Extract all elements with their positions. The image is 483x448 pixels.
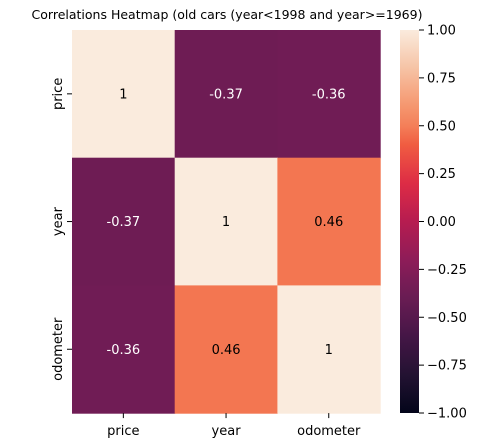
- heatmap-cell: [174, 285, 278, 414]
- colorbar-ticks: 1.00 0.75 0.50 0.25 0.00 −0.25 −0.50 −0.75 −1.00: [419, 24, 467, 422]
- cell-value-label: 0.46: [314, 215, 343, 230]
- x-tick-label: year: [212, 424, 242, 439]
- y-tick-label: price: [51, 78, 66, 110]
- heatmap-cell: [174, 30, 278, 159]
- colorbar-tick-label: −0.75: [427, 359, 467, 374]
- cell-value-label: 1: [119, 87, 127, 102]
- colorbar-tick-label: 0.75: [427, 71, 456, 86]
- heatmap-cell-labels: 1 -0.37 -0.36 -0.37 1 0.46 -0.36 0.46 1: [107, 87, 346, 357]
- heatmap-cell: [174, 157, 278, 286]
- chart-title: Correlations Heatmap (old cars (year<199…: [32, 7, 423, 22]
- heatmap-cell: [72, 285, 176, 414]
- x-axis-tick-labels: price year odometer: [107, 413, 361, 439]
- heatmap-cell: [277, 157, 381, 286]
- heatmap-cell: [72, 30, 176, 159]
- cell-value-label: -0.37: [107, 215, 141, 230]
- colorbar-tick-label: 1.00: [427, 24, 456, 39]
- cell-value-label: 1: [325, 343, 333, 358]
- cell-value-label: 0.46: [212, 343, 241, 358]
- heatmap-cell: [277, 285, 381, 414]
- cell-value-label: 1: [222, 215, 230, 230]
- colorbar-tick-label: 0.25: [427, 167, 456, 182]
- cell-value-label: -0.36: [107, 343, 141, 358]
- colorbar-tick-label: −0.50: [427, 311, 467, 326]
- heatmap-cell: [277, 30, 381, 159]
- y-tick-label: year: [51, 206, 66, 236]
- cell-value-label: -0.36: [312, 87, 346, 102]
- x-tick-label: price: [107, 424, 139, 439]
- heatmap-cell: [72, 157, 176, 286]
- colorbar-tick-label: −0.25: [427, 263, 467, 278]
- y-tick-label: odometer: [51, 317, 66, 381]
- colorbar-tick-label: 0.00: [427, 215, 456, 230]
- colorbar: [400, 30, 419, 413]
- cell-value-label: -0.37: [209, 87, 243, 102]
- heatmap-cells: [72, 30, 381, 414]
- colorbar-tick-label: −1.00: [427, 407, 467, 422]
- colorbar-tick-label: 0.50: [427, 119, 456, 134]
- y-axis-tick-labels: price year odometer: [51, 78, 72, 381]
- x-tick-label: odometer: [297, 424, 361, 439]
